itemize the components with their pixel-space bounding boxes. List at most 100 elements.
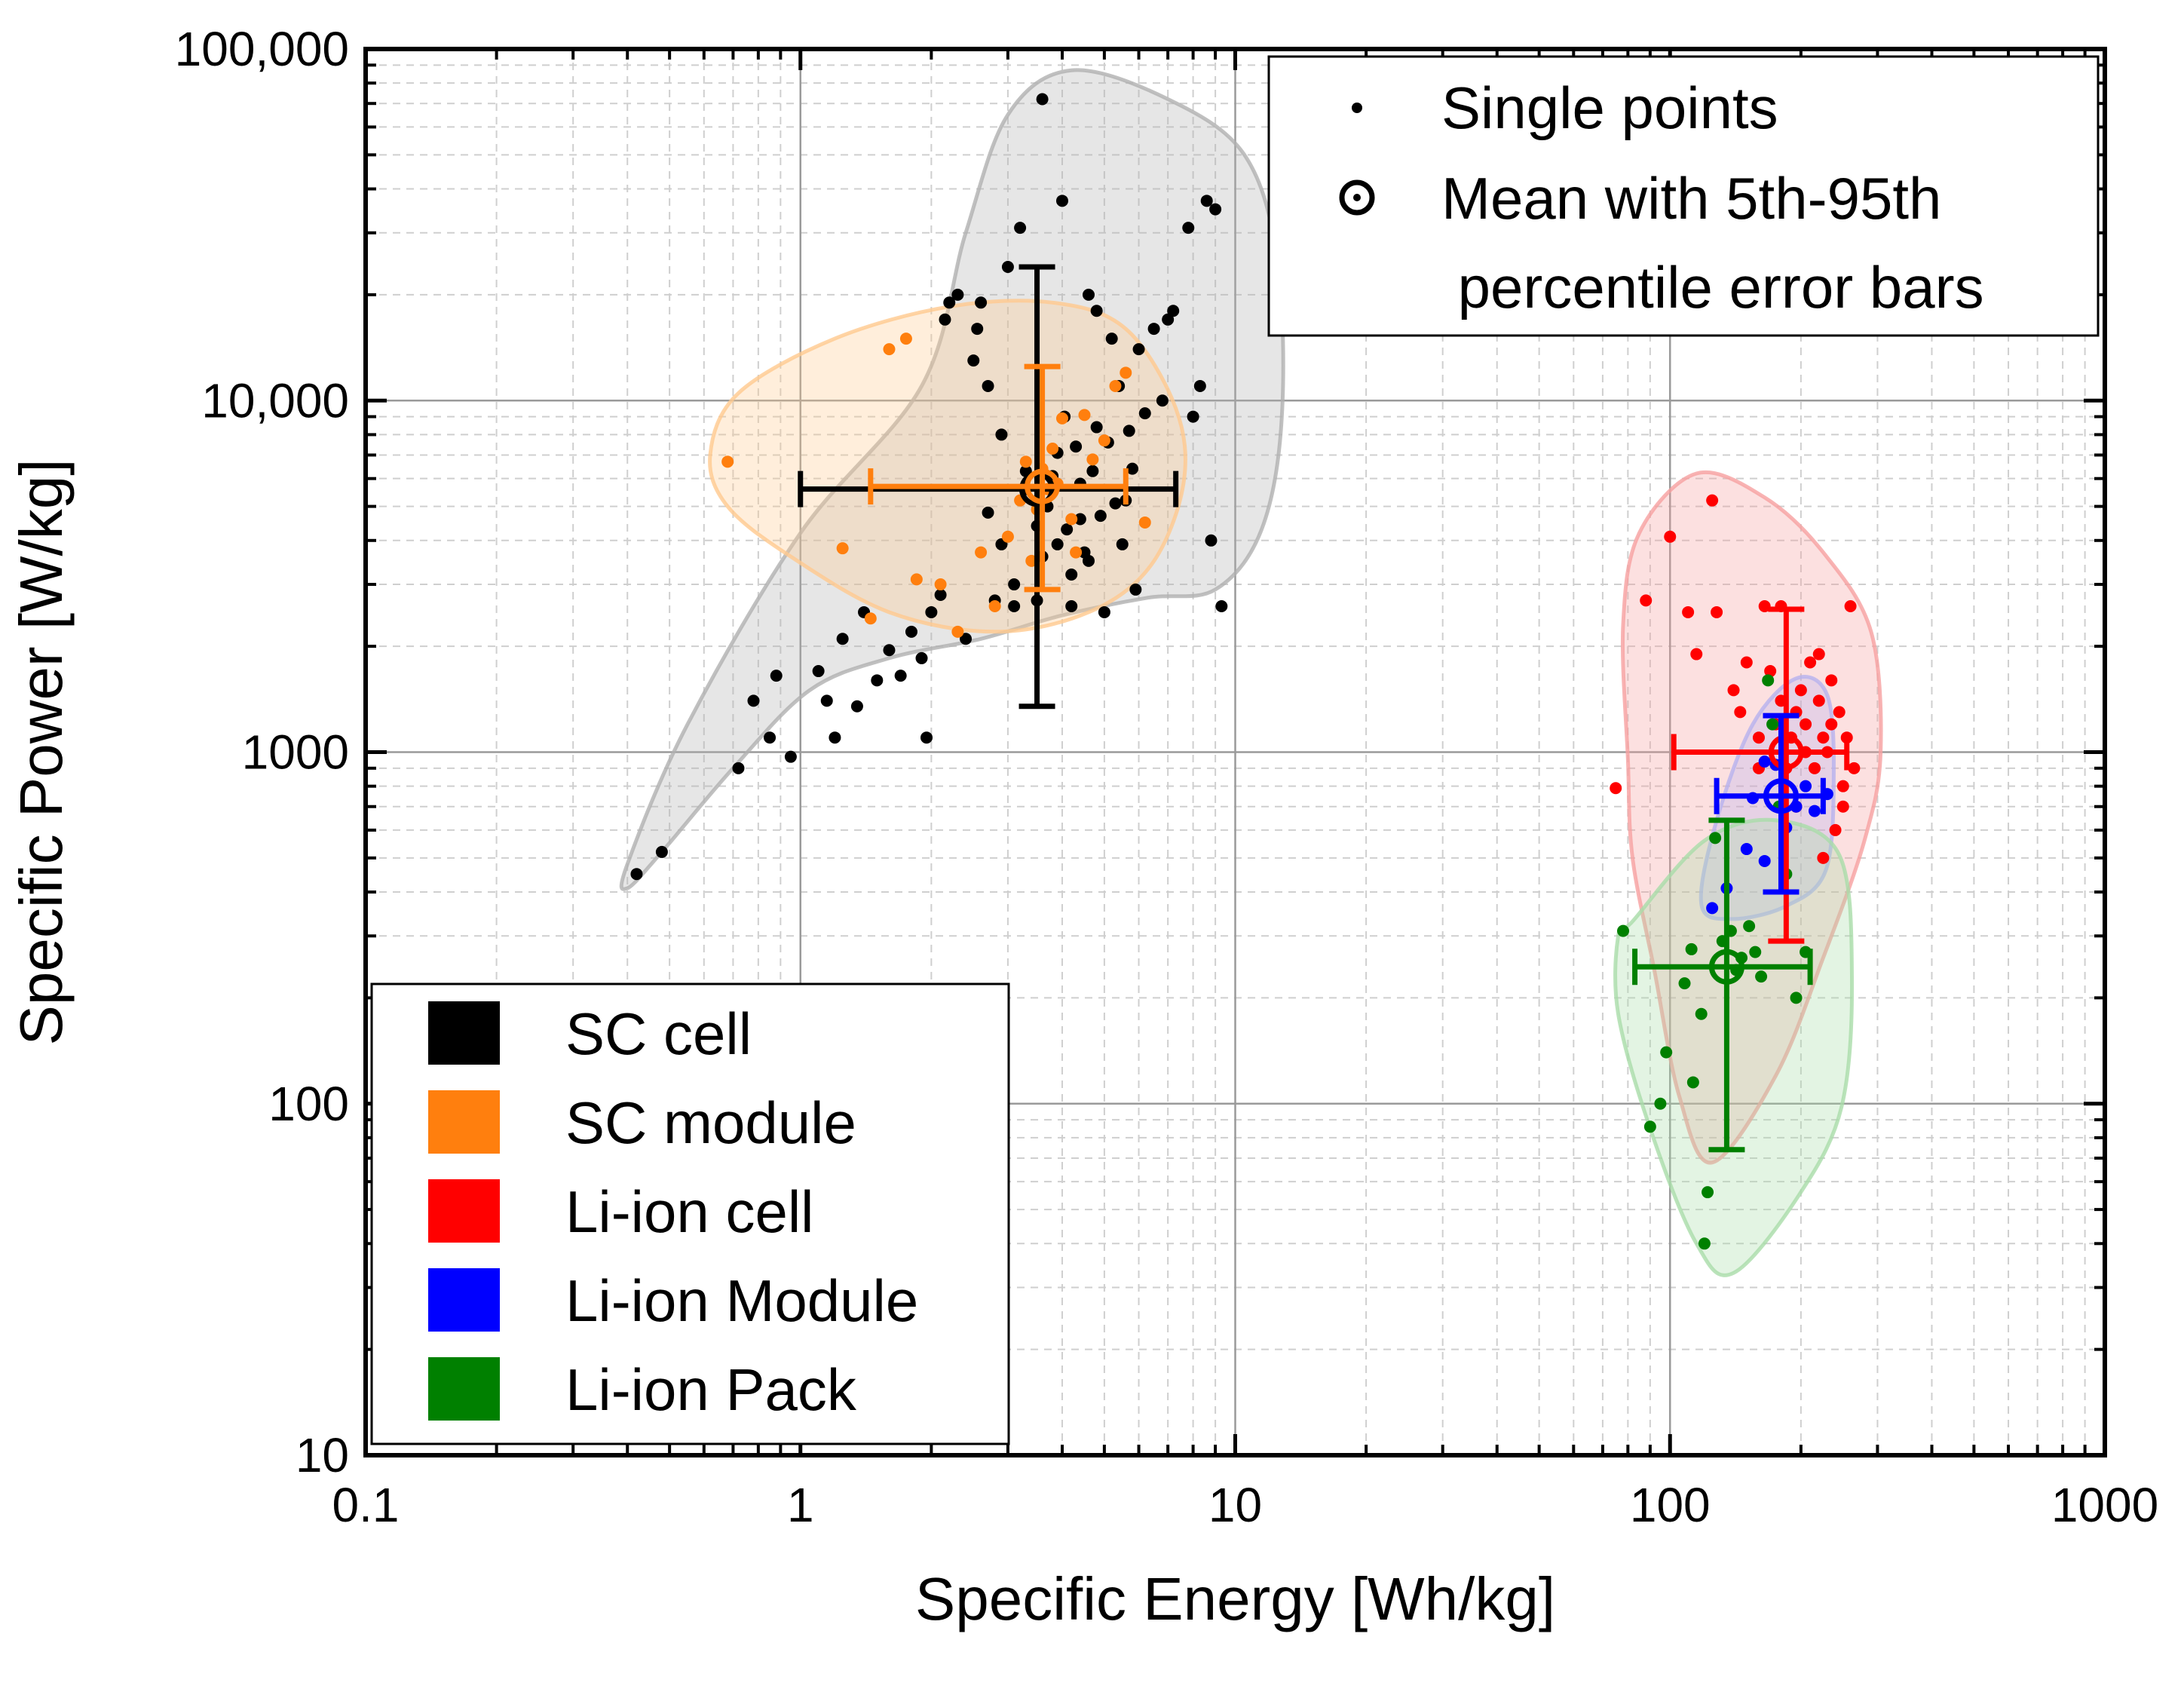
point-sc-cell bbox=[995, 428, 1008, 441]
point-li-ion-cell bbox=[1682, 605, 1695, 618]
mean-li-ion-cell bbox=[1671, 606, 1850, 944]
point-sc-cell bbox=[1215, 600, 1228, 613]
point-sc-cell bbox=[905, 625, 917, 638]
mean-marker-ring bbox=[1768, 734, 1804, 770]
point-sc-module bbox=[1086, 453, 1099, 466]
point-sc-module bbox=[1001, 530, 1014, 543]
y-tick-label: 100 bbox=[268, 1077, 349, 1131]
point-li-ion-cell bbox=[1706, 494, 1719, 507]
point-sc-cell bbox=[1070, 440, 1083, 453]
point-sc-cell bbox=[1001, 260, 1014, 273]
legend-label-sc-cell: SC cell bbox=[565, 1001, 752, 1067]
x-tick-label: 1 bbox=[787, 1478, 814, 1532]
point-sc-cell bbox=[1167, 305, 1180, 317]
point-sc-cell bbox=[1061, 523, 1074, 536]
point-sc-cell bbox=[883, 644, 896, 657]
tick-labels: 0.1 1 10 100 1000 10 100 1000 10,000 100,000 bbox=[175, 22, 2159, 1532]
point-sc-module bbox=[1055, 412, 1068, 425]
mean-symbol-ring bbox=[1339, 179, 1375, 216]
point-sc-cell bbox=[1105, 333, 1118, 345]
point-sc-cell bbox=[943, 296, 956, 309]
point-li-ion-cell bbox=[1610, 782, 1622, 795]
point-li-ion-pack bbox=[1790, 992, 1803, 1004]
point-sc-cell bbox=[1086, 464, 1099, 477]
point-li-ion-pack bbox=[1654, 1097, 1667, 1110]
point-li-ion-cell bbox=[1794, 684, 1807, 697]
point-li-ion-cell bbox=[1800, 718, 1812, 731]
point-sc-cell bbox=[1205, 534, 1218, 547]
mean-marker-dot bbox=[1038, 483, 1046, 491]
marker-legend-label: Mean with 5th-95th percentile error bars bbox=[1441, 165, 1984, 320]
point-li-ion-module bbox=[1800, 780, 1812, 792]
point-sc-cell bbox=[630, 868, 643, 881]
point-li-ion-cell bbox=[1848, 762, 1861, 774]
mean-symbol-dot bbox=[1353, 194, 1361, 201]
legend-label-li-ion-module: Li-ion Module bbox=[565, 1267, 918, 1334]
point-sc-module bbox=[864, 612, 877, 625]
point-sc-module bbox=[1078, 409, 1091, 421]
point-sc-cell bbox=[820, 694, 833, 707]
point-sc-cell bbox=[1200, 195, 1213, 207]
point-li-ion-cell bbox=[1817, 851, 1830, 864]
point-sc-cell bbox=[1065, 568, 1078, 581]
series-regions bbox=[619, 68, 1883, 1277]
point-sc-cell bbox=[770, 670, 783, 682]
point-sc-cell bbox=[1116, 538, 1129, 550]
legend-swatch-li-ion-module bbox=[428, 1268, 500, 1332]
region-li-ion-cell bbox=[1620, 470, 1883, 1165]
point-li-ion-module bbox=[1808, 805, 1821, 817]
point-sc-module bbox=[721, 455, 734, 468]
point-sc-cell bbox=[960, 633, 973, 645]
point-li-ion-pack bbox=[1660, 1046, 1673, 1059]
point-sc-cell bbox=[1193, 379, 1206, 392]
point-li-ion-module bbox=[1758, 756, 1771, 768]
point-sc-cell bbox=[1036, 93, 1049, 106]
point-li-ion-cell bbox=[1812, 648, 1825, 661]
point-sc-cell bbox=[1098, 605, 1110, 618]
legend-label-li-ion-cell: Li-ion cell bbox=[565, 1179, 813, 1245]
point-li-ion-pack bbox=[1766, 718, 1779, 731]
mean-marker-dot bbox=[1782, 748, 1790, 756]
mean-marker-dot bbox=[1723, 963, 1731, 971]
point-sc-cell bbox=[1082, 288, 1095, 301]
legend-swatch-li-ion-pack bbox=[428, 1357, 500, 1421]
point-li-ion-cell bbox=[1734, 706, 1747, 719]
point-li-ion-cell bbox=[1844, 600, 1857, 613]
point-sc-cell bbox=[934, 589, 947, 602]
point-sc-module bbox=[1120, 366, 1132, 379]
point-li-ion-cell bbox=[1664, 530, 1677, 543]
point-li-ion-cell bbox=[1833, 706, 1846, 719]
point-sc-cell bbox=[1090, 421, 1103, 434]
point-li-ion-pack bbox=[1709, 832, 1722, 844]
point-sc-cell bbox=[971, 323, 984, 336]
point-sc-cell bbox=[1162, 313, 1175, 326]
point-sc-cell bbox=[764, 731, 776, 744]
point-sc-module bbox=[899, 333, 912, 345]
point-sc-module bbox=[1138, 516, 1151, 529]
point-sc-cell bbox=[732, 762, 745, 774]
point-sc-cell bbox=[982, 379, 994, 392]
y-tick-label: 10,000 bbox=[201, 373, 349, 428]
point-li-ion-cell bbox=[1804, 656, 1817, 669]
point-sc-cell bbox=[1129, 583, 1142, 596]
point-li-ion-pack bbox=[1702, 1186, 1714, 1199]
legend-label-li-ion-pack: Li-ion Pack bbox=[565, 1356, 857, 1423]
color-legend: SC cell SC module Li-ion cell Li-ion Module… bbox=[370, 982, 1010, 1445]
point-sc-cell bbox=[850, 700, 863, 713]
point-sc-cell bbox=[1109, 497, 1122, 510]
point-li-ion-cell bbox=[1711, 605, 1723, 618]
mean-marker-dot bbox=[1777, 792, 1785, 800]
point-li-ion-cell bbox=[1836, 800, 1849, 813]
point-sc-module bbox=[975, 546, 988, 559]
point-li-ion-cell bbox=[1690, 648, 1703, 661]
legend-label-sc-module: SC module bbox=[565, 1090, 856, 1156]
point-sc-cell bbox=[655, 845, 668, 858]
marker-legend-box bbox=[1267, 55, 2100, 337]
point-li-ion-pack bbox=[1643, 1120, 1656, 1133]
x-tick-label: 1000 bbox=[2051, 1478, 2158, 1532]
point-sc-cell bbox=[829, 731, 841, 744]
mean-sc-module bbox=[868, 363, 1129, 593]
point-li-ion-cell bbox=[1808, 762, 1821, 774]
point-li-ion-cell bbox=[1752, 731, 1765, 744]
